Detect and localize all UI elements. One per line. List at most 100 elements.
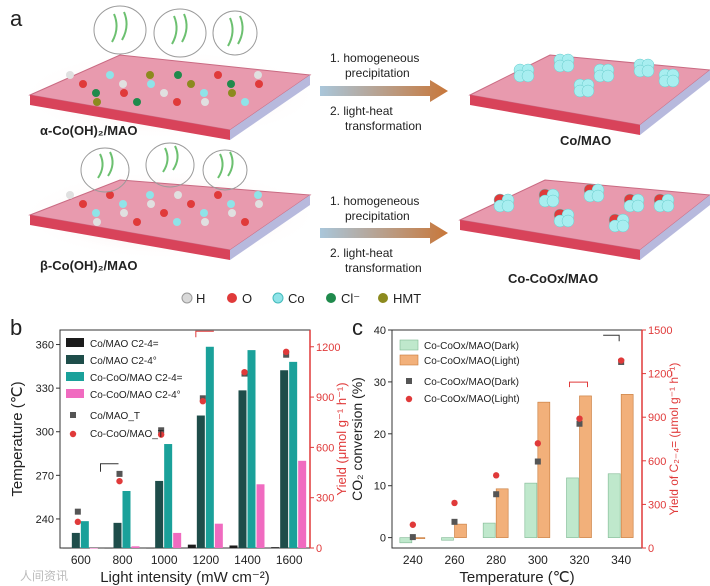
atom-icon bbox=[200, 89, 208, 97]
panel-c-right-tick-label: 300 bbox=[648, 499, 666, 511]
panel-c-left-tick-label: 20 bbox=[374, 429, 386, 441]
panel-b-legend-label: Co/MAO C2-4= bbox=[90, 339, 159, 350]
panel-c-right-tick-label: 1200 bbox=[648, 369, 672, 381]
panel-c-bar bbox=[495, 488, 509, 538]
atom-icon bbox=[133, 98, 141, 106]
panel-b-right-tick-label: 1200 bbox=[316, 342, 340, 354]
atom-icon bbox=[160, 89, 168, 97]
panel-c-arrow-mid bbox=[569, 381, 588, 388]
panel-b-bar bbox=[214, 523, 223, 548]
panel-a-letter: a bbox=[10, 6, 23, 31]
panel-b-bar bbox=[104, 548, 113, 549]
atom-icon bbox=[79, 80, 87, 88]
coox-cluster-icon bbox=[616, 219, 630, 233]
panel-b-left-tick-label: 360 bbox=[36, 340, 54, 352]
panel-c-x-tick-label: 260 bbox=[444, 553, 464, 567]
panel-b-bar bbox=[289, 361, 298, 548]
panel-b-arrow-right bbox=[195, 330, 214, 338]
legend-o-swatch bbox=[227, 293, 237, 303]
arrow-bottom-step2: 2. light-heat bbox=[330, 246, 393, 260]
atom-icon bbox=[174, 71, 182, 79]
panel-c-legend-label: Co-CoOx/MAO(Dark) bbox=[424, 341, 519, 352]
co-cluster-icon bbox=[521, 69, 535, 83]
panel-b-bar bbox=[238, 390, 247, 548]
alpha-slab bbox=[20, 50, 320, 140]
panel-b-ylabel-left: Temperature (℃) bbox=[9, 381, 26, 496]
panel-b-legend-swatch bbox=[66, 338, 84, 347]
panel-c-bar bbox=[441, 537, 454, 541]
co-cluster-icon bbox=[641, 64, 655, 78]
panel-b-legend-label-t1: Co/MAO_T bbox=[90, 411, 140, 422]
label-alpha-co-oh2-mao: α-Co(OH)₂/MAO bbox=[40, 123, 138, 138]
panel-b-bar bbox=[131, 546, 140, 548]
co-cluster-icon bbox=[601, 69, 615, 83]
beta-slab bbox=[20, 170, 320, 260]
panel-c-bar bbox=[607, 473, 621, 538]
panel-b-left-tick-label: 240 bbox=[36, 514, 54, 526]
atom-icon bbox=[147, 80, 155, 88]
panel-b-bar bbox=[164, 444, 173, 548]
panel-b-temp-point-co bbox=[158, 427, 165, 434]
panel-b-bar bbox=[256, 484, 265, 548]
panel-b-legend-swatch-t2 bbox=[69, 430, 77, 438]
panel-b-bar bbox=[205, 346, 214, 548]
atom-icon bbox=[187, 200, 195, 208]
beta-bubbles bbox=[80, 142, 248, 193]
panel-b-right-tick-label: 0 bbox=[316, 543, 322, 555]
panel-b-legend-swatch bbox=[66, 389, 84, 398]
panel-b-left-tick-label: 330 bbox=[36, 383, 54, 395]
panel-c-chart: 0 10 20 30 40 0 300 600 900 1200 1500 240 260 280 300 3… bbox=[349, 325, 681, 586]
arrow-top-step2: 2. light-heat bbox=[330, 104, 393, 118]
panel-b-bar bbox=[229, 545, 238, 548]
atom-icon bbox=[254, 71, 262, 79]
panel-c-left-tick-label: 0 bbox=[380, 533, 386, 545]
panel-b-xlabel: Light intensity (mW cm⁻²) bbox=[100, 569, 270, 586]
panel-c-left-tick-label: 10 bbox=[374, 481, 386, 493]
atom-icon bbox=[255, 200, 263, 208]
coox-cluster-icon bbox=[631, 199, 645, 213]
process-arrow-bottom bbox=[320, 222, 448, 244]
co-cluster-icon bbox=[666, 74, 680, 88]
co-mao-slab bbox=[468, 53, 710, 135]
legend-co-swatch bbox=[272, 292, 284, 304]
atom-icon bbox=[93, 98, 101, 106]
atom-icon bbox=[146, 71, 154, 79]
panel-c-x-tick-label: 320 bbox=[569, 553, 589, 567]
arrow-bottom-step1b: precipitation bbox=[345, 209, 410, 223]
panel-c-legend-swatch-dark bbox=[406, 378, 412, 384]
atom-icon bbox=[66, 71, 74, 79]
atom-icon bbox=[254, 191, 262, 199]
panel-b-legend-label: Co-CoO/MAO C2-4° bbox=[90, 390, 181, 401]
atom-legend: H O Co Cl⁻ HMT bbox=[181, 291, 421, 306]
panel-c-yield-point-dark bbox=[576, 420, 583, 427]
atom-icon bbox=[106, 191, 114, 199]
atom-icon bbox=[120, 209, 128, 217]
atom-icon bbox=[173, 218, 181, 226]
panel-c-x-tick-label: 300 bbox=[528, 553, 548, 567]
panel-c-right-tick-label: 900 bbox=[648, 412, 666, 424]
panel-b-ylabel-right: Yield (μmol g⁻¹ h⁻¹) bbox=[334, 382, 349, 495]
atom-icon bbox=[133, 218, 141, 226]
panel-c-left-tick-label: 40 bbox=[374, 325, 386, 337]
panel-b-x-tick-label: 1200 bbox=[192, 553, 219, 567]
panel-c-yield-point-dark bbox=[493, 491, 500, 498]
panel-c-x-tick-label: 340 bbox=[611, 553, 631, 567]
atom-icon bbox=[200, 209, 208, 217]
panel-b-x-tick-label: 600 bbox=[71, 553, 91, 567]
coox-cluster-icon bbox=[661, 199, 675, 213]
alpha-bubbles bbox=[93, 5, 258, 58]
atom-icon bbox=[173, 98, 181, 106]
panel-c-x-tick-label: 240 bbox=[403, 553, 423, 567]
panel-c-bar bbox=[454, 523, 467, 538]
panel-c-legend-label: Co-CoOx/MAO(Light) bbox=[424, 356, 520, 367]
coox-cluster-icon bbox=[591, 189, 605, 203]
co-coox-mao-slab bbox=[458, 179, 710, 260]
panel-c-letter: c bbox=[352, 315, 363, 340]
label-beta-co-oh2-mao: β-Co(OH)₂/MAO bbox=[40, 258, 137, 273]
panel-c-bar bbox=[566, 477, 579, 538]
panel-b-bar bbox=[173, 532, 182, 548]
legend-h-label: H bbox=[196, 291, 205, 306]
panel-b-arrow-left bbox=[100, 463, 119, 472]
atom-icon bbox=[92, 209, 100, 217]
